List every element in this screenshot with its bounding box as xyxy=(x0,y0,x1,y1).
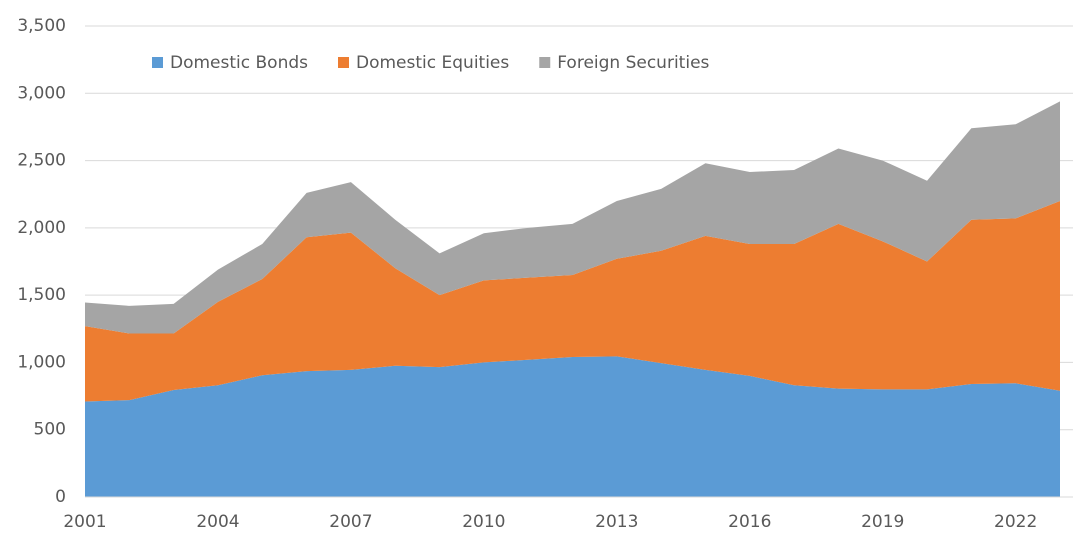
x-tick-label: 2013 xyxy=(595,512,638,532)
legend-item: Foreign Securities xyxy=(539,53,710,73)
legend-label: Foreign Securities xyxy=(557,53,709,73)
y-tick-label: 1,500 xyxy=(17,285,66,305)
area xyxy=(85,101,1060,334)
area xyxy=(85,200,1060,402)
x-tick-label: 2004 xyxy=(196,512,239,532)
area xyxy=(85,356,1060,497)
legend-swatch xyxy=(539,57,551,68)
x-tick-label: 2007 xyxy=(329,512,372,532)
x-tick-label: 2010 xyxy=(462,512,505,532)
legend-label: Domestic Equities xyxy=(356,53,509,73)
y-tick-label: 0 xyxy=(55,487,66,507)
y-tick-label: 2,500 xyxy=(17,151,66,171)
x-tick-label: 2016 xyxy=(728,512,771,532)
y-tick-label: 2,000 xyxy=(17,218,66,238)
y-tick-label: 500 xyxy=(34,420,66,440)
y-tick-label: 3,500 xyxy=(17,16,66,36)
legend-label: Domestic Bonds xyxy=(170,53,308,73)
legend-swatch xyxy=(152,57,163,68)
legend-swatch xyxy=(338,57,349,68)
legend-item: Domestic Bonds xyxy=(152,53,308,73)
x-tick-label: 2001 xyxy=(63,512,106,532)
x-tick-label: 2022 xyxy=(994,512,1037,532)
legend-item: Domestic Equities xyxy=(338,53,509,73)
y-tick-label: 3,000 xyxy=(17,83,66,103)
x-tick-label: 2019 xyxy=(861,512,904,532)
y-tick-label: 1,000 xyxy=(17,352,66,372)
